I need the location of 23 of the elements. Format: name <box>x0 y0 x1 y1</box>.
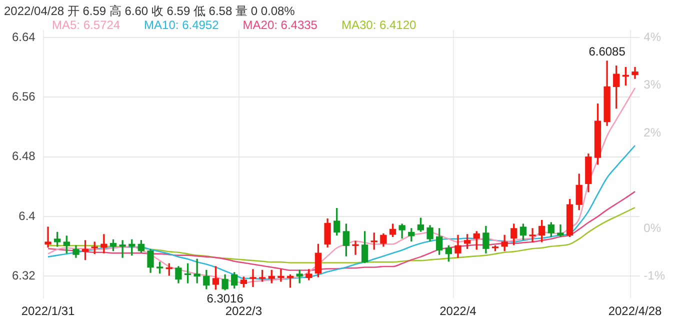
candlestick <box>557 224 564 238</box>
candlestick <box>278 269 284 282</box>
y-tick-label: 6.4 <box>18 208 36 223</box>
chart-title: 2022/04/28 开 6.59 高 6.60 收 6.59 低 6.58 量 0 0.08% <box>4 3 295 20</box>
candlestick <box>119 240 126 258</box>
x-tick-label: 2022/3 <box>225 304 262 318</box>
candlestick <box>352 240 359 255</box>
text: MA30: 6.4120 <box>341 18 416 32</box>
candlestick <box>250 269 256 287</box>
y-tick-label: 6.32 <box>12 268 36 283</box>
y-tick-label: 6.56 <box>12 89 36 104</box>
x-tick-label: 2022/4 <box>440 304 477 318</box>
x-tick-label: 2022/1/31 <box>21 304 76 318</box>
y-tick-label: 6.64 <box>12 30 36 44</box>
text: MA10: 6.4952 <box>144 18 219 32</box>
annotation: 6.3016 <box>206 291 244 306</box>
x-tick-label: 2022/4/28 <box>608 304 662 318</box>
annotation: 6.6085 <box>588 44 626 58</box>
text: MA5: 6.5724 <box>52 18 120 32</box>
text: MA20: 6.4335 <box>242 18 318 32</box>
candlestick <box>529 228 536 242</box>
candlestick <box>44 226 52 248</box>
y-tick-label: 6.48 <box>12 149 36 164</box>
